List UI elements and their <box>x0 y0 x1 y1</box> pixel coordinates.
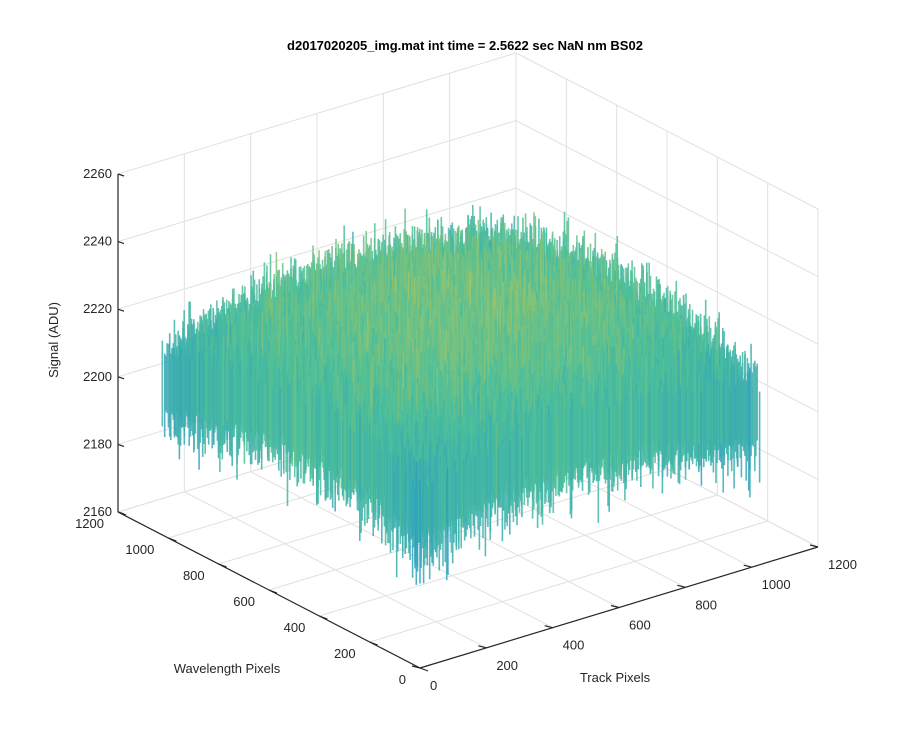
floor-gridline-y <box>268 468 668 591</box>
back-wall-horizontal <box>515 52 819 210</box>
side-wall-horizontal <box>117 120 517 243</box>
side-wall-horizontal <box>117 52 517 175</box>
chart-title: d2017020205_img.mat int time = 2.5622 se… <box>287 38 643 53</box>
signal-surface <box>161 205 761 585</box>
back-wall-horizontal <box>515 120 819 278</box>
floor-gridline-y <box>369 520 768 643</box>
side-wall-horizontal <box>117 187 517 310</box>
floor-gridline-y <box>319 494 718 617</box>
back-wall-horizontal <box>515 187 819 345</box>
